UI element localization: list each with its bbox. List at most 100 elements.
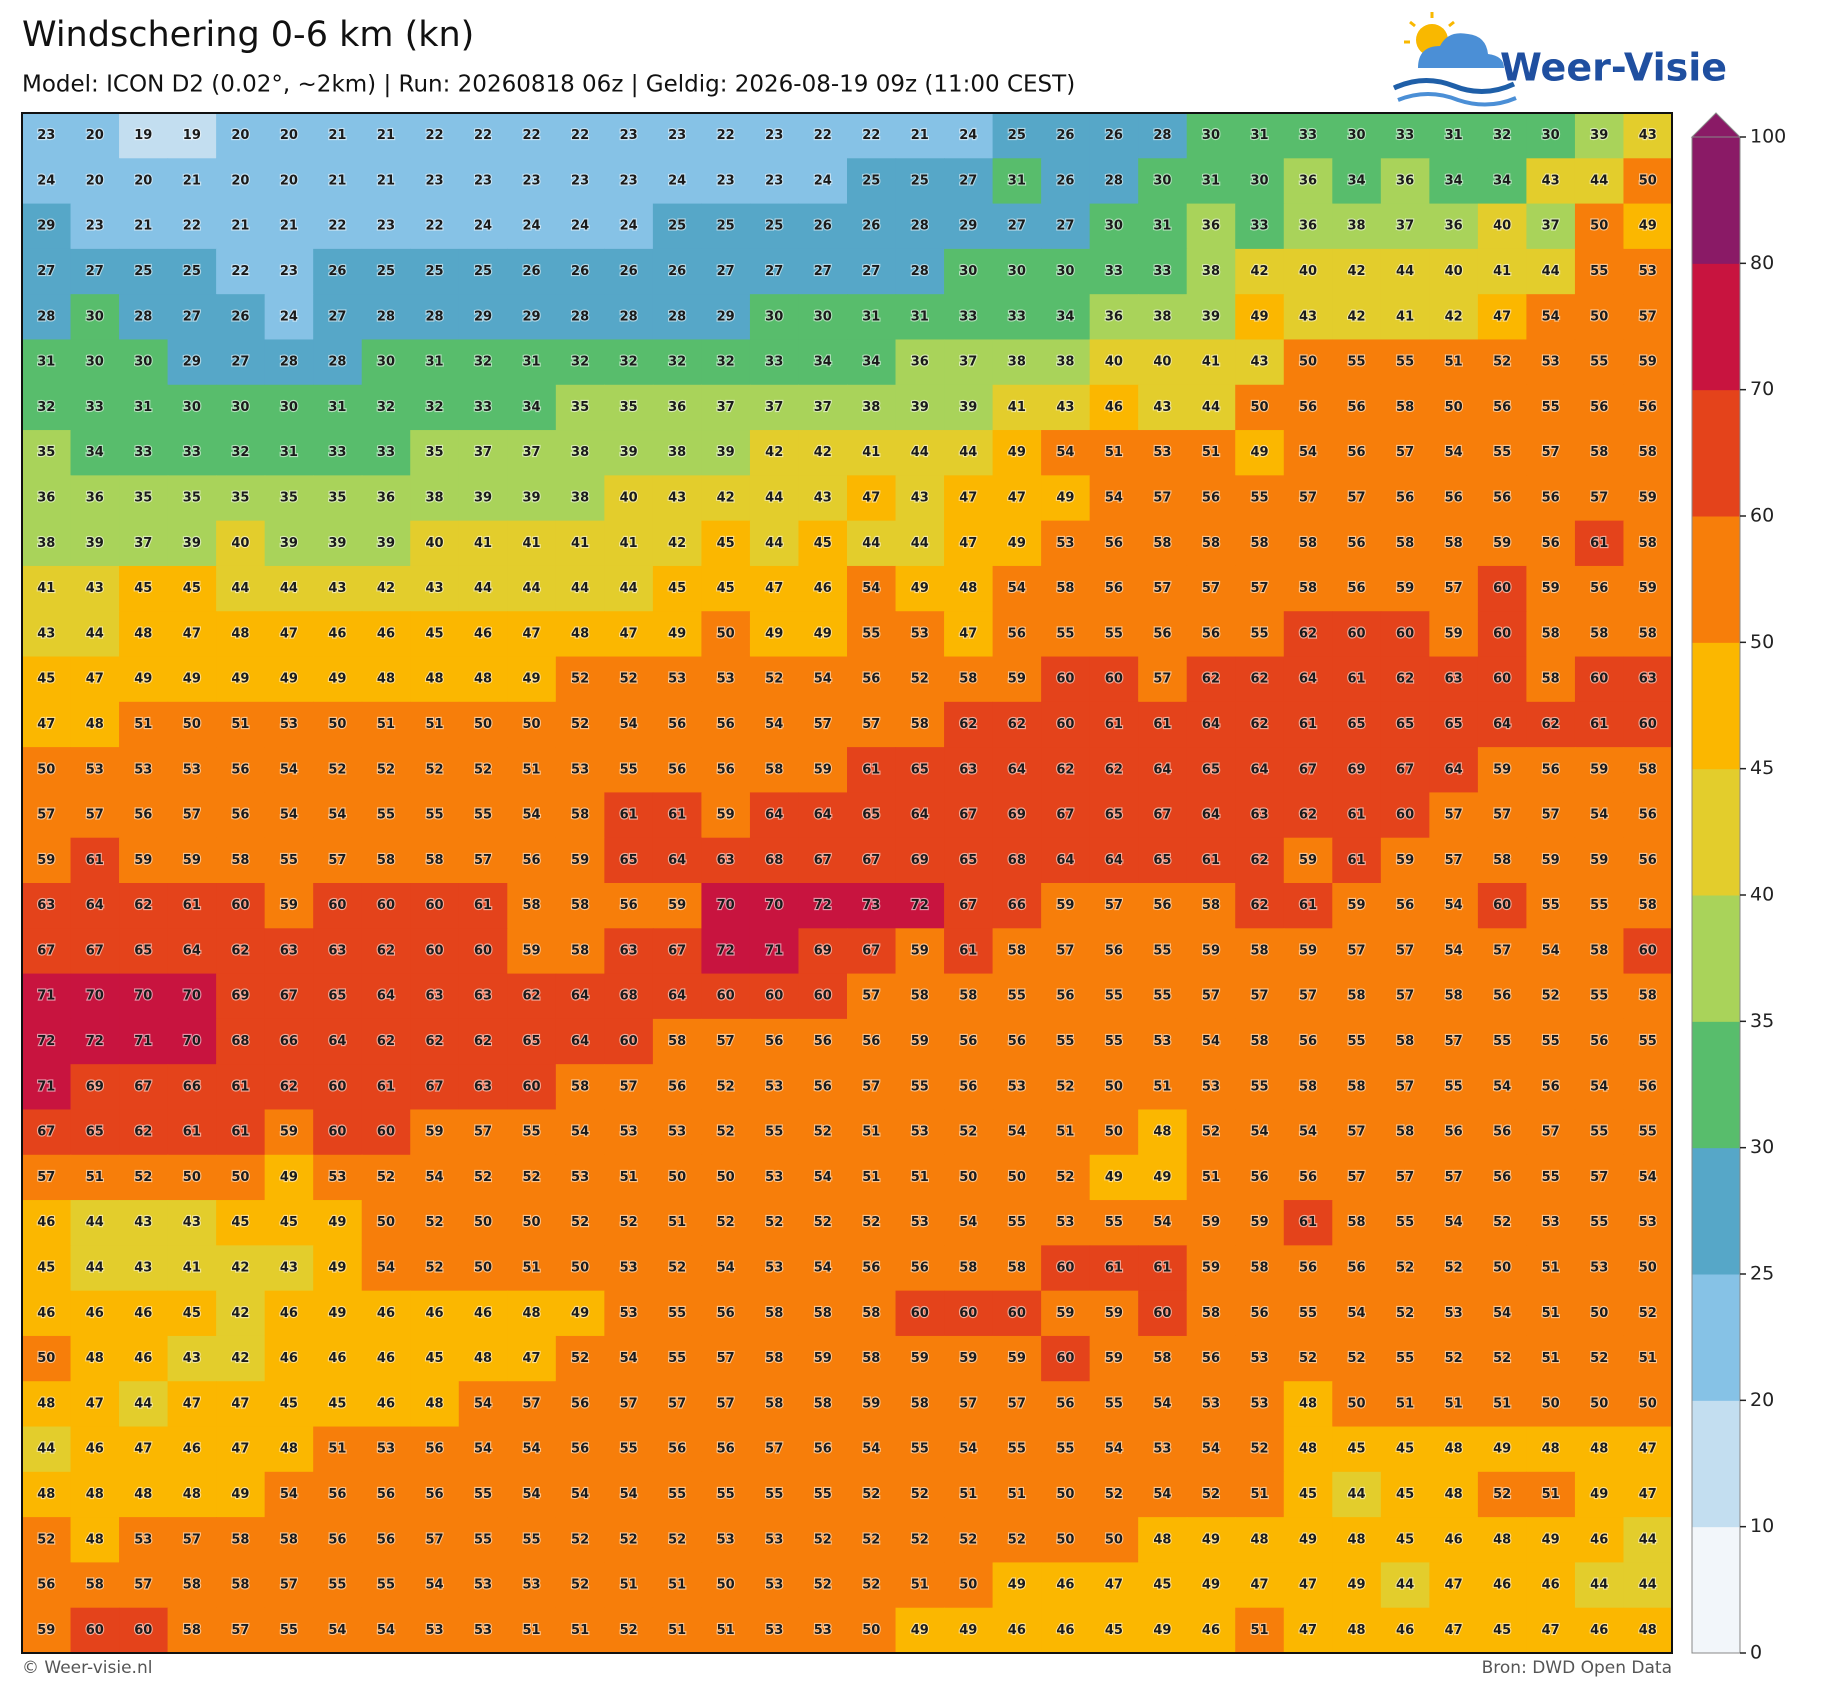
field-cell xyxy=(1332,294,1382,341)
field-cell xyxy=(798,158,848,205)
field-cell xyxy=(1089,203,1139,250)
value-label: 27 xyxy=(765,264,783,279)
field-cell xyxy=(1089,837,1139,884)
field-cell xyxy=(1138,1290,1188,1337)
value-label: 60 xyxy=(523,1079,541,1094)
value-label: 49 xyxy=(1250,309,1268,324)
field-cell xyxy=(1138,565,1188,612)
field-cell xyxy=(1089,113,1139,159)
value-label: 62 xyxy=(1250,898,1268,913)
value-label: 55 xyxy=(1250,491,1268,506)
value-label: 35 xyxy=(571,400,589,415)
value-label: 55 xyxy=(474,808,492,823)
value-label: 56 xyxy=(1299,400,1317,415)
field-cell xyxy=(1429,248,1479,295)
value-label: 59 xyxy=(1056,898,1074,913)
field-cell xyxy=(119,339,169,386)
value-label: 52 xyxy=(571,672,589,687)
field-cell xyxy=(895,1381,945,1428)
colorbar-label: 10 xyxy=(1750,1515,1774,1537)
colorbar-extension xyxy=(1690,112,1742,138)
value-label: 56 xyxy=(425,1442,443,1457)
value-label: 34 xyxy=(1493,173,1511,188)
value-label: 52 xyxy=(571,1578,589,1593)
field-cell xyxy=(22,611,72,658)
value-label: 62 xyxy=(377,943,395,958)
field-cell xyxy=(22,928,72,975)
field-cell xyxy=(992,339,1042,386)
value-label: 56 xyxy=(1639,853,1657,868)
field-cell xyxy=(798,1018,848,1065)
value-label: 56 xyxy=(1348,1261,1366,1276)
field-cell xyxy=(70,339,120,386)
field-cell xyxy=(70,1335,120,1382)
value-label: 45 xyxy=(37,672,55,687)
field-cell xyxy=(847,113,897,159)
value-label: 62 xyxy=(474,1034,492,1049)
value-label: 46 xyxy=(1105,400,1123,415)
field-cell xyxy=(944,430,994,476)
field-cell xyxy=(895,973,945,1020)
value-label: 36 xyxy=(1299,173,1317,188)
field-cell xyxy=(555,1335,605,1382)
value-label: 59 xyxy=(1590,853,1608,868)
value-label: 51 xyxy=(620,1578,638,1593)
value-label: 56 xyxy=(862,1261,880,1276)
value-label: 60 xyxy=(959,1306,977,1321)
field-cell xyxy=(410,747,460,794)
field-cell xyxy=(1283,792,1333,839)
field-cell xyxy=(1186,837,1236,884)
value-label: 39 xyxy=(474,491,492,506)
field-cell xyxy=(167,1245,217,1292)
field-cell xyxy=(1623,1064,1673,1111)
field-cell xyxy=(944,747,994,794)
field-cell xyxy=(119,430,169,476)
value-label: 57 xyxy=(862,717,880,732)
field-cell xyxy=(216,565,266,612)
value-label: 43 xyxy=(911,491,929,506)
field-cell xyxy=(652,1064,703,1111)
field-cell xyxy=(119,928,169,975)
field-cell xyxy=(1380,656,1430,703)
field-cell xyxy=(1332,113,1382,159)
field-cell xyxy=(119,294,169,341)
value-label: 61 xyxy=(668,808,686,823)
value-label: 53 xyxy=(814,1623,832,1638)
value-label: 43 xyxy=(183,1351,201,1366)
field-cell xyxy=(1138,837,1188,884)
field-cell xyxy=(119,792,169,839)
field-cell xyxy=(1138,294,1188,341)
field-cell xyxy=(119,203,169,250)
field-cell xyxy=(1623,1381,1673,1428)
value-label: 22 xyxy=(183,219,201,234)
value-label: 48 xyxy=(1639,1623,1657,1638)
value-label: 60 xyxy=(1590,672,1608,687)
value-label: 60 xyxy=(425,898,443,913)
field-cell xyxy=(410,1154,460,1201)
field-cell xyxy=(798,294,848,341)
field-cell xyxy=(22,1426,72,1473)
field-cell xyxy=(1526,158,1576,205)
field-cell xyxy=(1332,1154,1382,1201)
field-cell xyxy=(167,430,217,476)
value-label: 47 xyxy=(1445,1623,1463,1638)
value-label: 24 xyxy=(474,219,492,234)
value-label: 54 xyxy=(959,1215,977,1230)
value-label: 57 xyxy=(523,1396,541,1411)
field-cell xyxy=(1332,792,1382,839)
value-label: 45 xyxy=(1153,1578,1171,1593)
value-label: 53 xyxy=(765,1578,783,1593)
field-cell xyxy=(701,203,751,250)
value-label: 58 xyxy=(1639,445,1657,460)
value-label: 52 xyxy=(717,1215,735,1230)
value-label: 44 xyxy=(1348,1487,1366,1502)
field-cell xyxy=(119,1109,169,1156)
value-label: 59 xyxy=(1396,853,1414,868)
value-label: 70 xyxy=(183,1034,201,1049)
field-cell xyxy=(1186,1245,1236,1292)
value-label: 45 xyxy=(231,1215,249,1230)
field-cell xyxy=(1623,1200,1673,1246)
field-cell xyxy=(167,792,217,839)
field-cell xyxy=(1574,1245,1625,1292)
value-label: 52 xyxy=(1008,1532,1026,1547)
